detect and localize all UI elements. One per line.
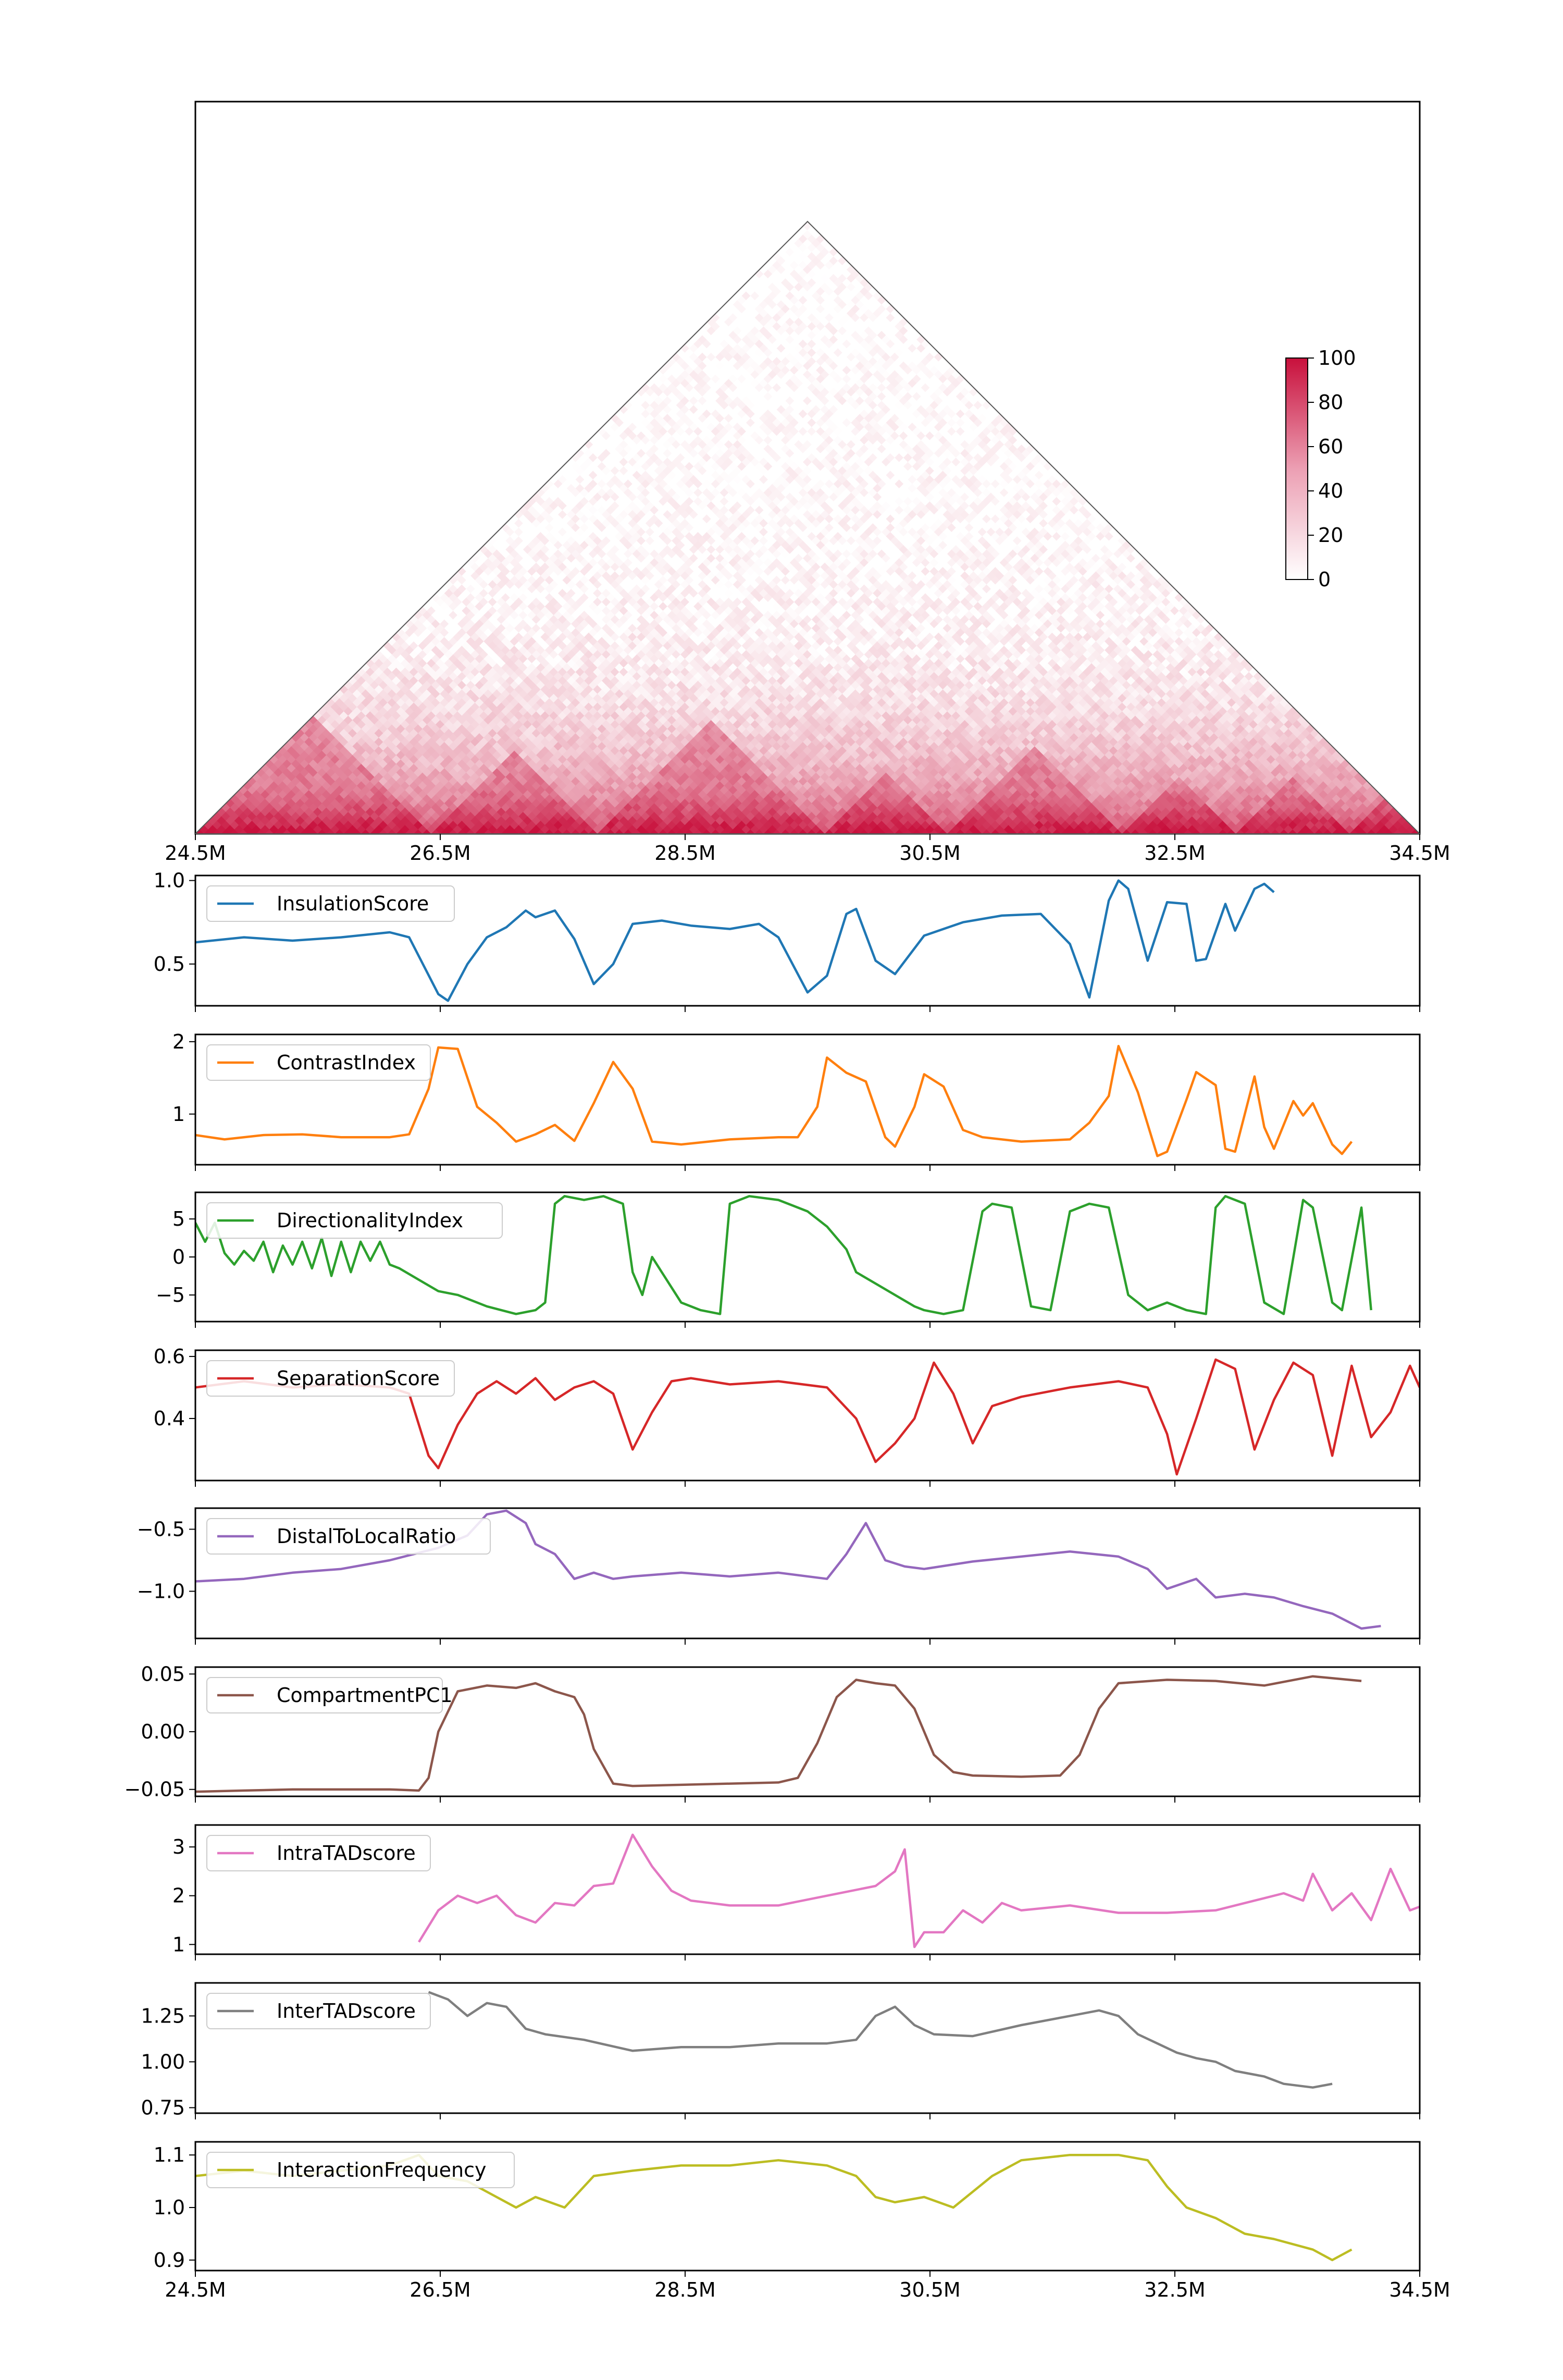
heatmap-cell — [606, 444, 616, 454]
heatmap-cell — [715, 326, 725, 336]
heatmap-cell — [623, 418, 633, 428]
heatmap-cell — [728, 322, 738, 331]
heatmap-cell — [746, 295, 755, 305]
heatmap-cell — [733, 309, 742, 318]
heatmap-cell — [549, 492, 559, 502]
heatmap-cell — [514, 510, 524, 520]
heatmap-cell — [698, 352, 708, 362]
heatmap-cell — [641, 400, 651, 410]
heatmap-cell — [763, 278, 773, 288]
heatmap-cell — [544, 505, 554, 515]
heatmap-cell — [510, 523, 519, 533]
heatmap-cells — [195, 221, 1420, 834]
heatmap-cell — [562, 479, 572, 489]
heatmap-cell — [654, 387, 664, 397]
heatmap-cell — [667, 383, 677, 392]
heatmap-cell — [575, 475, 585, 485]
heatmap-cell — [672, 369, 681, 379]
heatmap-cell — [593, 448, 603, 458]
heatmap-cell — [610, 431, 620, 441]
heatmap-cell — [702, 339, 712, 349]
heatmap-cell — [579, 462, 589, 471]
heatmap-cell — [637, 413, 647, 423]
heatmap-cell — [531, 510, 541, 520]
heatmap-cell — [685, 356, 694, 366]
